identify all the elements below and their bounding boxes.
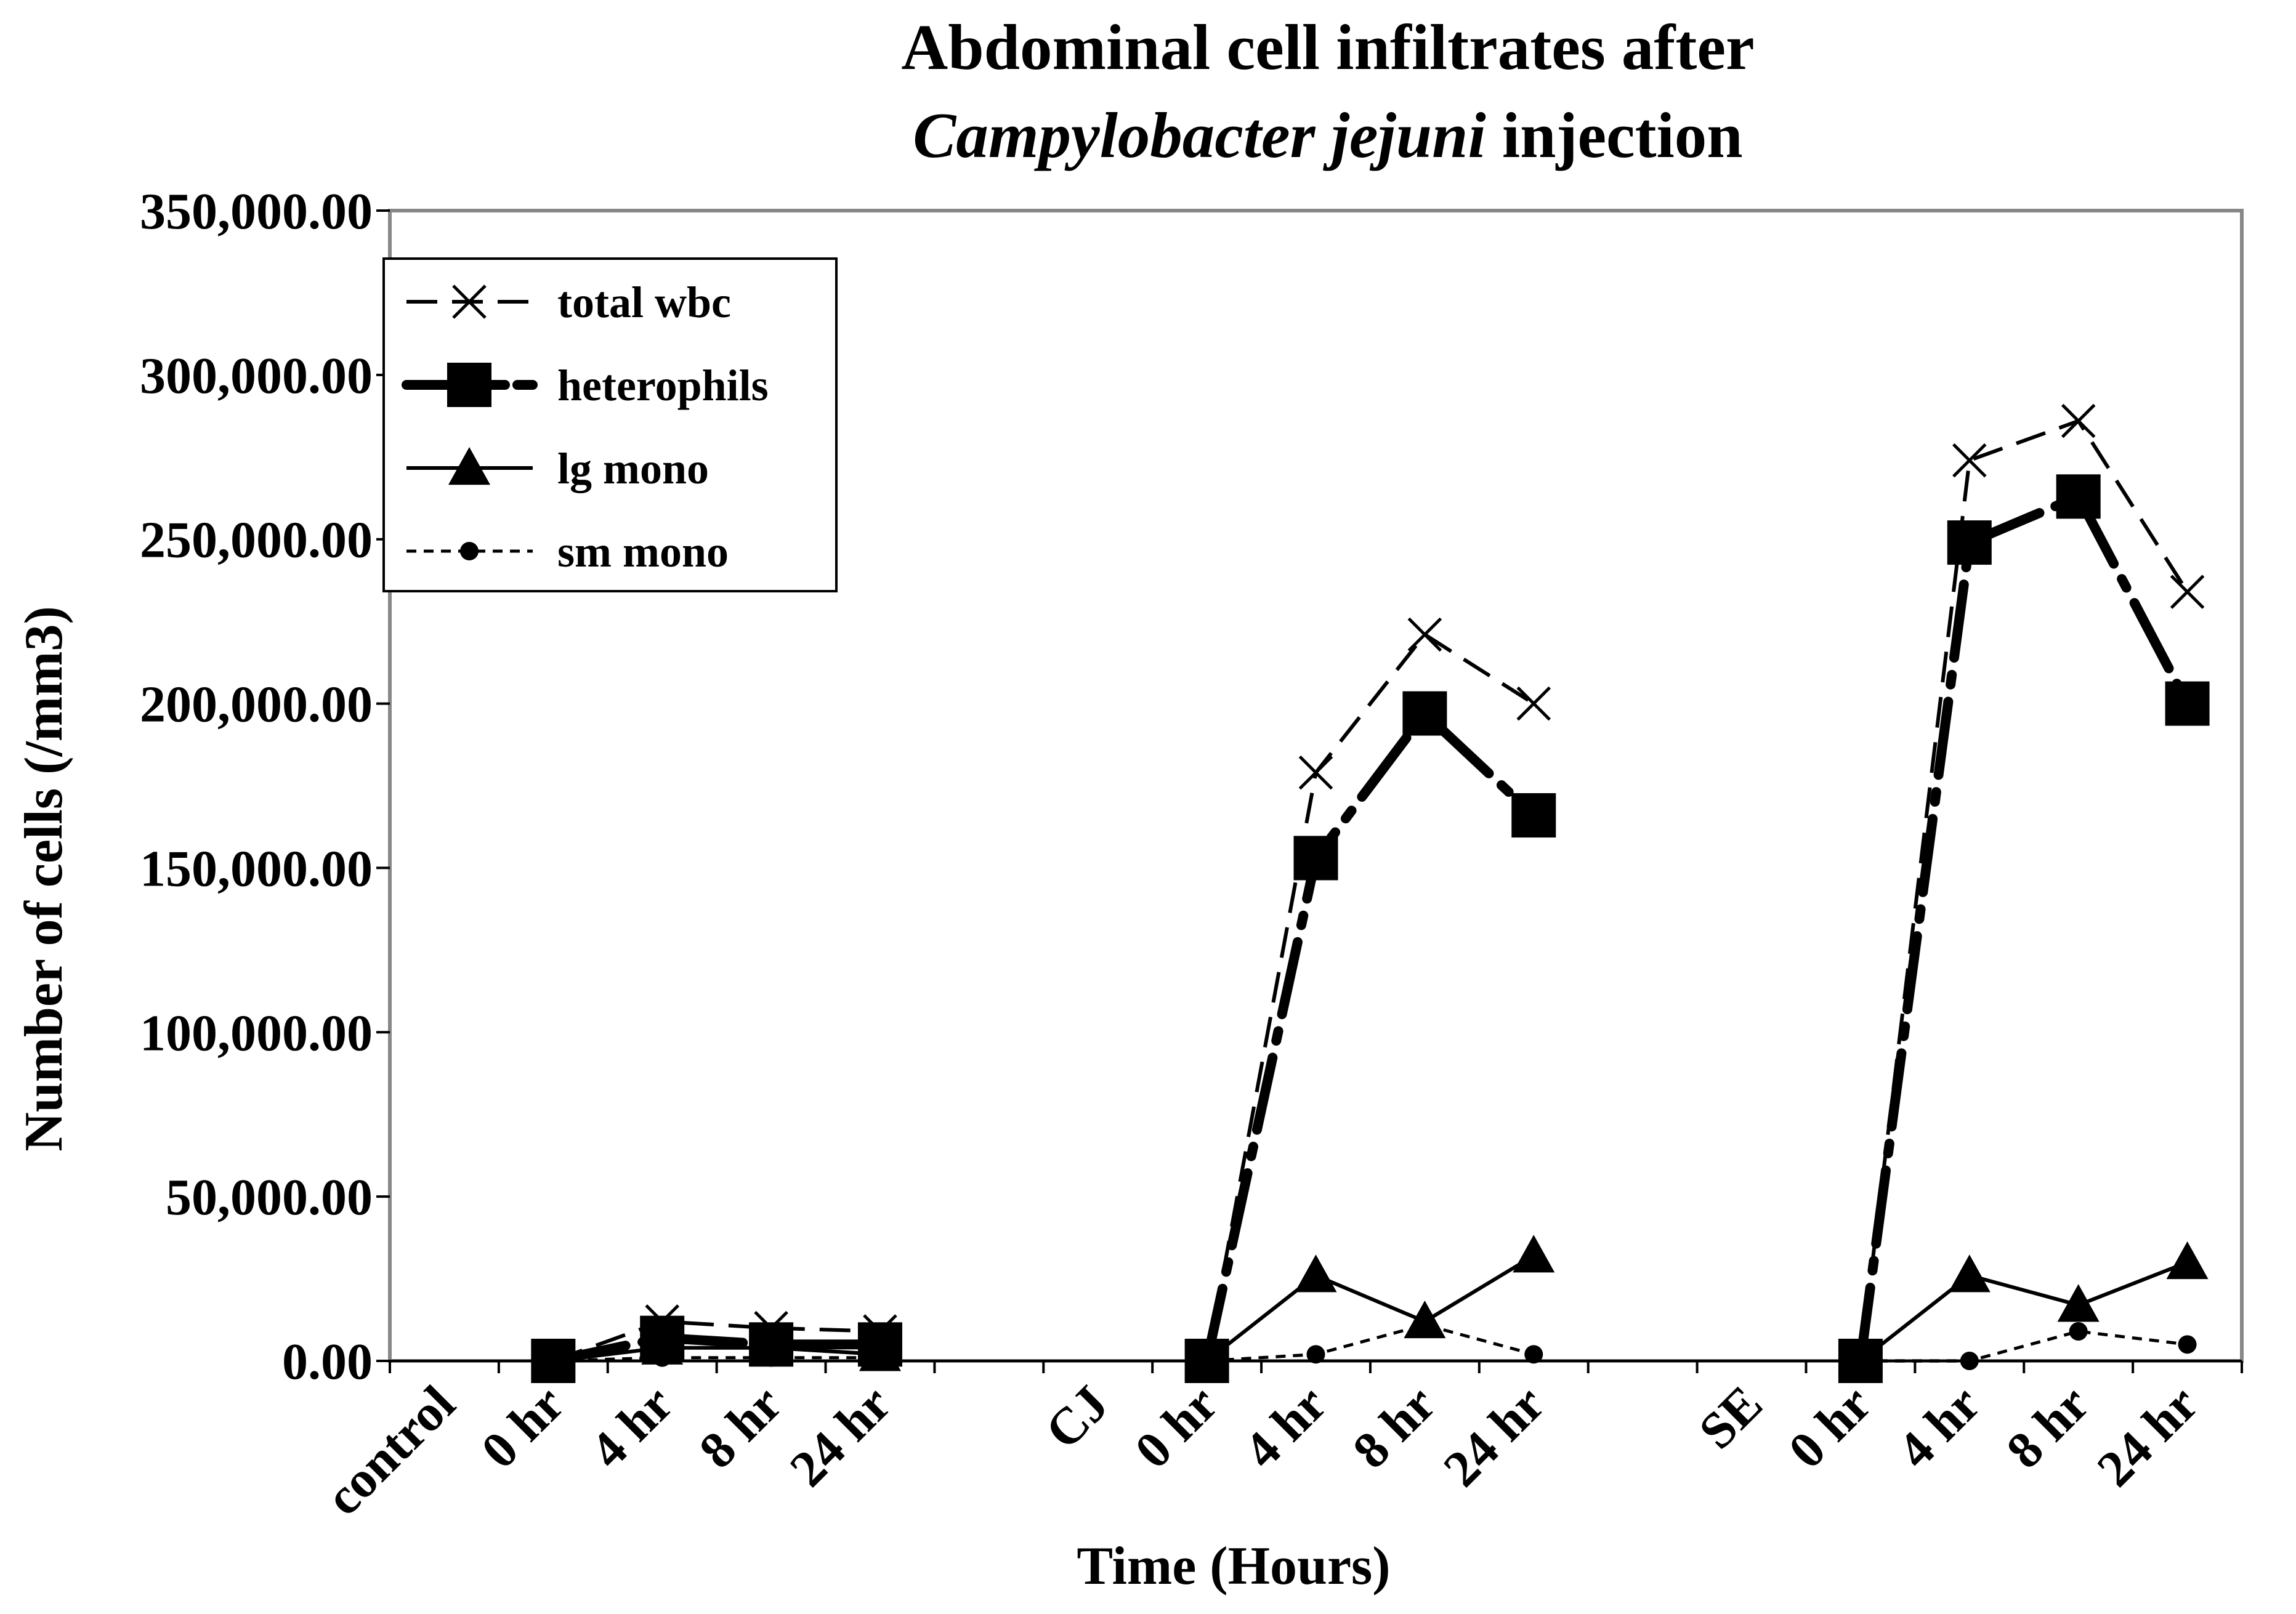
data-point-total-wbc [1516, 686, 1551, 721]
x-tick-label: 0 hr [471, 1375, 575, 1480]
data-point-lg-mono [1948, 1254, 1991, 1293]
x-tick-label: 24 hr [2087, 1375, 2209, 1498]
data-point-heterophils [1947, 520, 1992, 565]
data-point-heterophils [1402, 691, 1447, 736]
data-point-sm-mono [1524, 1345, 1543, 1364]
x-tick-label: 24 hr [1433, 1375, 1555, 1498]
x-axis-label: Time (Hours) [1077, 1536, 1390, 1596]
chart-title-italic: Campylobacter jejuni [913, 99, 1486, 171]
x-tick-label: 8 hr [1342, 1375, 1447, 1480]
x-tick-label: 8 hr [689, 1375, 793, 1480]
series-line-total-wbc [552, 419, 2189, 1363]
legend-swatch-marker [447, 363, 491, 407]
series-layer [531, 403, 2210, 1383]
data-point-sm-mono [2069, 1321, 2088, 1341]
legend-item-heterophils: heterophils [402, 361, 769, 410]
data-point-sm-mono [1960, 1352, 1979, 1370]
legend-label: lg mono [557, 444, 709, 493]
x-tick-label: control [315, 1375, 466, 1527]
data-point-total-wbc [2170, 575, 2205, 609]
data-point-sm-mono [1851, 1352, 1870, 1370]
y-tick-label: 100,000.00 [140, 1004, 373, 1062]
data-point-total-wbc [2061, 403, 2096, 438]
data-point-sm-mono [762, 1348, 781, 1367]
data-point-heterophils [2165, 681, 2210, 726]
y-tick-label: 0.00 [282, 1333, 373, 1390]
legend-swatch-marker [448, 447, 490, 485]
series-line-lg-mono [552, 1254, 2188, 1363]
legend: total wbc heterophils lg mono sm mono [382, 257, 838, 592]
legend-label: heterophils [557, 361, 769, 410]
y-tick-label: 150,000.00 [140, 840, 373, 897]
data-point-heterophils [2056, 474, 2101, 519]
data-point-lg-mono [2166, 1241, 2209, 1280]
x-tick-label: 8 hr [1995, 1375, 2100, 1480]
legend-item-total-wbc: total wbc [406, 278, 731, 327]
data-point-total-wbc [1298, 755, 1333, 790]
x-tick-label: 0 hr [1778, 1375, 1883, 1480]
legend-item-lg-mono: lg mono [406, 444, 709, 493]
y-tick-label: 50,000.00 [166, 1169, 373, 1226]
data-point-sm-mono [1306, 1345, 1325, 1364]
data-point-lg-mono [750, 1326, 793, 1365]
chart-title-line2: Campylobacter jejuni injection [913, 99, 1742, 171]
data-point-lg-mono [1295, 1254, 1337, 1293]
data-point-sm-mono [544, 1352, 563, 1370]
series-heterophils [531, 474, 2210, 1383]
data-point-heterophils [1293, 836, 1338, 881]
legend-label: total wbc [557, 278, 731, 327]
series-line-sm-mono [553, 1323, 2188, 1363]
chart-title-rest: injection [1486, 99, 1743, 171]
y-tick-label: 200,000.00 [140, 676, 373, 733]
y-tick-label: 250,000.00 [140, 512, 373, 569]
x-tick-label: 24 hr [779, 1375, 902, 1498]
data-point-total-wbc [1407, 617, 1442, 652]
data-point-sm-mono [2178, 1335, 2197, 1354]
y-axis-label: Number of cells (/mm3) [14, 606, 74, 1152]
data-point-sm-mono [1197, 1352, 1216, 1370]
x-tick-label: SE [1688, 1375, 1773, 1460]
data-point-sm-mono [653, 1348, 672, 1367]
x-tick-label: 0 hr [1124, 1375, 1229, 1480]
y-tick-label: 300,000.00 [140, 347, 373, 405]
x-tick-label: 4 hr [580, 1375, 684, 1480]
data-point-total-wbc [1952, 443, 1987, 478]
legend-swatch-marker [460, 542, 479, 560]
chart-title-line1: Abdominal cell infiltrates after [901, 11, 1754, 83]
data-point-lg-mono [641, 1326, 684, 1365]
series-sm-mono [544, 1315, 2197, 1370]
data-point-sm-mono [870, 1348, 889, 1367]
y-tick-label: 350,000.00 [140, 183, 373, 240]
y-axis: 0.00 50,000.00 100,000.00 150,000.00 200,000… [140, 183, 390, 1390]
data-point-sm-mono [1415, 1315, 1434, 1334]
x-tick-label: 4 hr [1887, 1375, 1992, 1480]
x-tick-label: CJ [1035, 1375, 1120, 1460]
series-line-heterophils [548, 491, 2193, 1366]
legend-swatch-marker [452, 284, 487, 319]
legend-label: sm mono [557, 527, 729, 576]
data-point-lg-mono [1513, 1235, 1555, 1273]
legend-item-sm-mono: sm mono [406, 527, 729, 576]
data-point-lg-mono [2057, 1284, 2100, 1322]
x-tick-label: 4 hr [1233, 1375, 1338, 1480]
data-point-heterophils [1511, 793, 1556, 838]
